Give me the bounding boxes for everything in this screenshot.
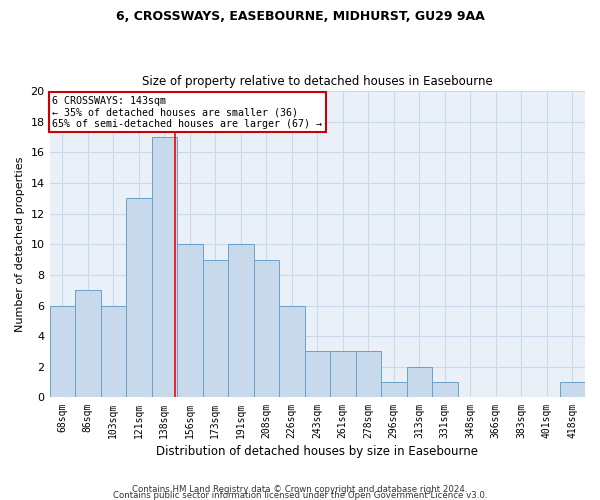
Text: Contains HM Land Registry data © Crown copyright and database right 2024.: Contains HM Land Registry data © Crown c… — [132, 484, 468, 494]
Bar — [126, 198, 152, 398]
Bar — [101, 306, 126, 398]
Text: Contains public sector information licensed under the Open Government Licence v3: Contains public sector information licen… — [113, 490, 487, 500]
Bar — [279, 306, 305, 398]
Bar — [254, 260, 279, 398]
Bar — [305, 352, 330, 398]
Bar — [560, 382, 585, 398]
Bar — [152, 137, 177, 398]
Text: 6 CROSSWAYS: 143sqm
← 35% of detached houses are smaller (36)
65% of semi-detach: 6 CROSSWAYS: 143sqm ← 35% of detached ho… — [52, 96, 322, 129]
Bar — [177, 244, 203, 398]
Y-axis label: Number of detached properties: Number of detached properties — [15, 156, 25, 332]
Text: 6, CROSSWAYS, EASEBOURNE, MIDHURST, GU29 9AA: 6, CROSSWAYS, EASEBOURNE, MIDHURST, GU29… — [116, 10, 484, 23]
Bar — [330, 352, 356, 398]
Bar — [228, 244, 254, 398]
Title: Size of property relative to detached houses in Easebourne: Size of property relative to detached ho… — [142, 76, 493, 88]
Bar — [50, 306, 75, 398]
Bar — [407, 367, 432, 398]
X-axis label: Distribution of detached houses by size in Easebourne: Distribution of detached houses by size … — [156, 444, 478, 458]
Bar — [203, 260, 228, 398]
Bar — [75, 290, 101, 398]
Bar — [381, 382, 407, 398]
Bar — [432, 382, 458, 398]
Bar — [356, 352, 381, 398]
